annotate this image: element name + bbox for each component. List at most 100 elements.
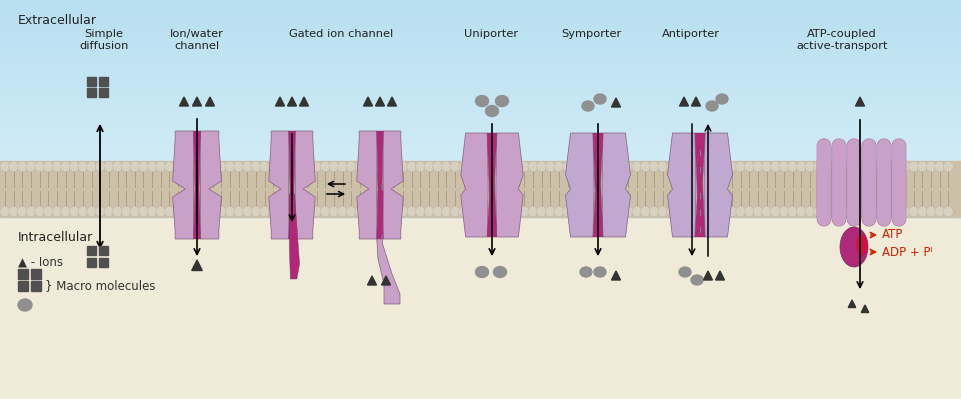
Ellipse shape <box>562 206 572 217</box>
Bar <box>0 161 961 217</box>
Bar <box>0 35 961 40</box>
Text: Gated ion channel: Gated ion channel <box>289 29 393 39</box>
Ellipse shape <box>35 161 44 172</box>
Ellipse shape <box>190 206 200 217</box>
Ellipse shape <box>891 206 900 217</box>
Bar <box>0 18 961 22</box>
Ellipse shape <box>484 206 494 217</box>
Ellipse shape <box>718 206 727 217</box>
Ellipse shape <box>666 206 676 217</box>
Bar <box>0 92 961 97</box>
Ellipse shape <box>934 206 944 217</box>
Bar <box>0 101 961 105</box>
Ellipse shape <box>640 206 650 217</box>
Ellipse shape <box>579 161 589 172</box>
Bar <box>0 114 961 119</box>
Ellipse shape <box>882 161 892 172</box>
Ellipse shape <box>718 161 727 172</box>
Polygon shape <box>611 271 620 280</box>
Ellipse shape <box>355 206 364 217</box>
Ellipse shape <box>130 161 139 172</box>
Ellipse shape <box>277 161 286 172</box>
Ellipse shape <box>493 161 503 172</box>
Ellipse shape <box>666 161 676 172</box>
Ellipse shape <box>9 206 18 217</box>
Ellipse shape <box>458 161 468 172</box>
Text: ADP + Pᴵ: ADP + Pᴵ <box>881 245 931 259</box>
Ellipse shape <box>147 161 157 172</box>
Ellipse shape <box>804 206 814 217</box>
Bar <box>0 176 961 180</box>
Ellipse shape <box>787 161 797 172</box>
Bar <box>0 149 961 154</box>
Bar <box>0 202 961 206</box>
Polygon shape <box>377 131 382 239</box>
Ellipse shape <box>705 101 717 111</box>
Text: ATP: ATP <box>881 229 902 241</box>
Bar <box>0 154 961 158</box>
Polygon shape <box>289 194 299 279</box>
Ellipse shape <box>545 206 554 217</box>
Ellipse shape <box>839 161 849 172</box>
Ellipse shape <box>173 206 183 217</box>
Ellipse shape <box>337 206 347 217</box>
Ellipse shape <box>78 206 87 217</box>
Polygon shape <box>382 276 390 285</box>
Bar <box>0 40 961 44</box>
Bar <box>0 31 961 35</box>
Polygon shape <box>848 300 855 308</box>
Polygon shape <box>206 97 214 106</box>
Ellipse shape <box>874 206 883 217</box>
Bar <box>0 66 961 70</box>
Ellipse shape <box>631 161 641 172</box>
Polygon shape <box>295 131 315 239</box>
Ellipse shape <box>138 206 148 217</box>
Ellipse shape <box>709 206 719 217</box>
Ellipse shape <box>311 206 321 217</box>
Bar <box>86 77 95 85</box>
Ellipse shape <box>744 206 753 217</box>
Ellipse shape <box>225 206 234 217</box>
Polygon shape <box>172 131 193 239</box>
Polygon shape <box>611 98 620 107</box>
Ellipse shape <box>709 161 719 172</box>
Ellipse shape <box>579 206 589 217</box>
Ellipse shape <box>675 206 684 217</box>
Ellipse shape <box>588 161 598 172</box>
Ellipse shape <box>917 161 926 172</box>
Bar <box>0 119 961 123</box>
Bar <box>0 184 961 189</box>
Ellipse shape <box>86 206 96 217</box>
Bar <box>0 26 961 31</box>
Ellipse shape <box>605 206 615 217</box>
Ellipse shape <box>528 206 537 217</box>
Ellipse shape <box>268 206 278 217</box>
Polygon shape <box>691 97 700 106</box>
Ellipse shape <box>476 161 485 172</box>
Ellipse shape <box>216 161 226 172</box>
Bar <box>0 171 961 176</box>
Text: Symporter: Symporter <box>561 29 621 39</box>
Ellipse shape <box>536 206 546 217</box>
Ellipse shape <box>692 161 702 172</box>
Ellipse shape <box>138 161 148 172</box>
Ellipse shape <box>208 206 217 217</box>
Ellipse shape <box>605 161 615 172</box>
Ellipse shape <box>381 206 390 217</box>
Ellipse shape <box>528 161 537 172</box>
Bar <box>0 211 961 215</box>
Bar <box>0 97 961 101</box>
Ellipse shape <box>121 161 131 172</box>
Ellipse shape <box>199 206 209 217</box>
Ellipse shape <box>545 161 554 172</box>
Polygon shape <box>268 131 288 239</box>
Ellipse shape <box>770 161 779 172</box>
Bar <box>0 127 961 132</box>
Bar <box>0 57 961 61</box>
Ellipse shape <box>761 161 771 172</box>
Polygon shape <box>299 97 308 106</box>
Ellipse shape <box>925 161 935 172</box>
Ellipse shape <box>813 161 823 172</box>
Bar <box>0 123 961 127</box>
Ellipse shape <box>493 206 503 217</box>
